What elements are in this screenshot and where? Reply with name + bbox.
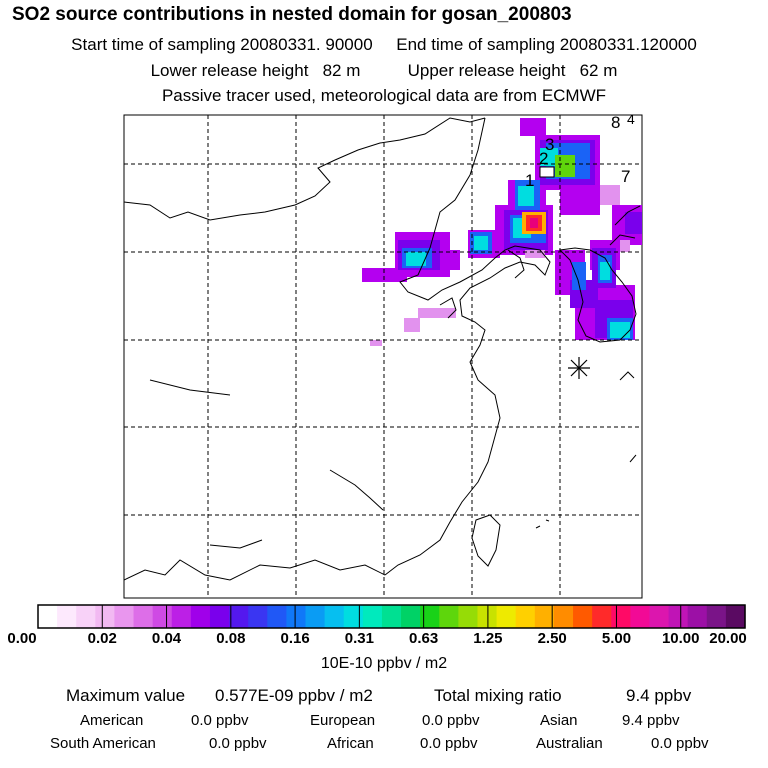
colorbar-tick-label: 0.02: [87, 630, 117, 647]
colorbar-swatch: [553, 605, 574, 628]
colorbar-tick-label: 0.63: [409, 630, 439, 647]
region-value: 0.0 ppbv: [651, 735, 709, 752]
colorbar-swatch: [171, 605, 192, 628]
colorbar-swatch: [515, 605, 536, 628]
region-label: 8: [611, 113, 620, 132]
colorbar-swatch: [439, 605, 459, 628]
colorbar-swatch: [76, 605, 96, 628]
colorbar-swatch: [267, 605, 288, 628]
colorbar-swatch: [95, 605, 116, 628]
total-mixing-label: Total mixing ratio: [434, 686, 562, 705]
region-value: 0.0 ppbv: [420, 735, 478, 752]
colorbar-swatch: [343, 605, 364, 628]
colorbar-swatch: [611, 605, 631, 628]
region-label: 3: [545, 135, 554, 154]
colorbar-swatch: [286, 605, 307, 628]
max-value: 0.577E-09 ppbv / m2: [215, 686, 373, 705]
colorbar-tick-label: 0.04: [151, 630, 182, 647]
region-name: European: [310, 712, 376, 729]
release-height-line: Lower release height 82 m Upper release …: [150, 61, 618, 80]
colorbar-swatch: [573, 605, 593, 628]
colorbar-swatch: [630, 605, 651, 628]
colorbar-swatch: [133, 605, 154, 628]
coastlines: [124, 117, 641, 581]
region-name: Australian: [536, 735, 603, 752]
colorbar-swatch: [362, 605, 383, 628]
region-name: Asian: [540, 712, 578, 729]
colorbar-tick-label: 2.50: [537, 630, 567, 647]
colorbar-swatch: [496, 605, 517, 628]
colorbar-swatch: [420, 605, 440, 628]
region-name: American: [80, 712, 144, 729]
colorbar-swatch: [305, 605, 326, 628]
total-mixing-value: 9.4 ppbv: [626, 686, 692, 705]
colorbar-swatch: [401, 605, 421, 628]
colorbar-tick-label: 10.00: [661, 630, 700, 647]
colorbar-swatch: [38, 605, 58, 628]
map-frame: [123, 114, 643, 599]
colorbar-swatch: [725, 605, 746, 628]
colorbar-swatch: [592, 605, 612, 628]
colorbar-swatch: [248, 605, 268, 628]
colorbar-unit: 10E-10 ppbv / m2: [320, 655, 448, 672]
region-label: 7: [621, 167, 630, 186]
tracer-info-line: Passive tracer used, meteorological data…: [161, 86, 607, 105]
region-value: 9.4 ppbv: [622, 712, 680, 729]
colorbar-swatch: [477, 605, 498, 628]
region-name: African: [327, 735, 374, 752]
colorbar-tick-label: 0.31: [344, 630, 374, 647]
colorbar-swatch: [687, 605, 708, 628]
colorbar-tick-label: 20.00: [709, 630, 747, 647]
colorbar-tick-label: 0.08: [216, 630, 246, 647]
colorbar-frame: [37, 604, 746, 629]
colorbar-swatch: [649, 605, 670, 628]
receptor-marker-icon: [568, 357, 590, 379]
region-value: 0.0 ppbv: [422, 712, 480, 729]
colorbar-swatch: [209, 605, 230, 628]
region-name: South American: [50, 735, 156, 752]
colorbar-tick-label: 0.00: [7, 630, 37, 647]
colorbar-tick-label: 5.00: [601, 630, 632, 647]
colorbar-swatch: [114, 605, 135, 628]
colorbar-swatch: [458, 605, 479, 628]
colorbar-tick-label: 1.25: [473, 630, 503, 647]
colorbar-swatch: [229, 605, 249, 628]
colorbar-swatch: [534, 605, 555, 628]
colorbar: [37, 604, 746, 629]
region-label: 4: [627, 111, 635, 127]
colorbar-swatch: [668, 605, 689, 628]
colorbar-ticks: 0.00 0.02 0.04 0.08 0.16 0.31 0.63 1.25 2.50 5.00…: [0, 630, 768, 650]
page-title: SO2 source contributions in nested domai…: [12, 4, 572, 25]
region-label: 2: [539, 149, 548, 168]
colorbar-swatch: [706, 605, 727, 628]
grid-lines: [124, 115, 642, 598]
colorbar-tick-label: 0.16: [280, 630, 310, 647]
max-value-label: Maximum value: [66, 686, 186, 705]
sampling-time-line: Start time of sampling 20080331. 90000 E…: [71, 35, 697, 54]
region-value: 0.0 ppbv: [191, 712, 249, 729]
colorbar-swatch: [57, 605, 77, 628]
region-value: 0.0 ppbv: [209, 735, 267, 752]
region-label: 1: [525, 171, 534, 190]
colorbar-swatch: [190, 605, 211, 628]
colorbar-swatch: [324, 605, 345, 628]
colorbar-swatch: [381, 605, 402, 628]
colorbar-swatch: [152, 605, 173, 628]
